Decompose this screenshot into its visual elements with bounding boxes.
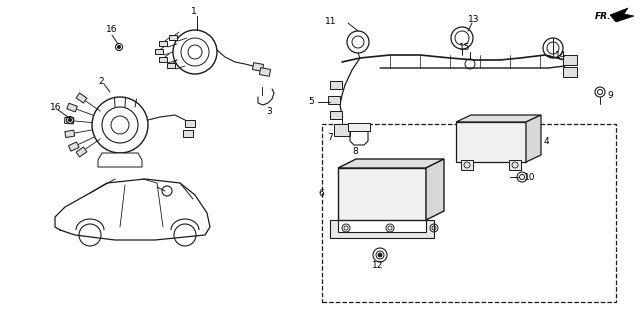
Polygon shape xyxy=(426,159,444,220)
Text: 10: 10 xyxy=(524,172,536,181)
Polygon shape xyxy=(67,103,77,112)
Bar xyxy=(348,123,370,131)
Text: 4: 4 xyxy=(544,138,550,147)
Polygon shape xyxy=(610,8,634,22)
Polygon shape xyxy=(185,119,195,126)
Polygon shape xyxy=(167,63,175,68)
Bar xyxy=(338,168,426,220)
Polygon shape xyxy=(65,117,74,124)
Polygon shape xyxy=(330,111,342,119)
Circle shape xyxy=(378,253,382,257)
Polygon shape xyxy=(330,81,342,89)
Text: 14: 14 xyxy=(555,51,566,60)
Polygon shape xyxy=(169,34,177,39)
Polygon shape xyxy=(328,96,340,104)
Polygon shape xyxy=(456,115,541,122)
Bar xyxy=(461,160,473,170)
Text: 3: 3 xyxy=(266,107,272,116)
Text: 7: 7 xyxy=(327,134,333,143)
Polygon shape xyxy=(526,115,541,162)
Polygon shape xyxy=(155,48,163,54)
Polygon shape xyxy=(563,67,577,77)
Polygon shape xyxy=(259,68,271,76)
Text: 8: 8 xyxy=(352,148,358,157)
Text: 15: 15 xyxy=(460,43,471,52)
Text: 5: 5 xyxy=(308,98,314,107)
Text: FR.: FR. xyxy=(595,12,611,21)
Polygon shape xyxy=(338,159,444,168)
Text: 9: 9 xyxy=(607,91,612,100)
Polygon shape xyxy=(252,63,264,71)
Polygon shape xyxy=(68,142,79,151)
Text: 11: 11 xyxy=(325,17,337,26)
Circle shape xyxy=(68,118,72,122)
Bar xyxy=(322,124,616,302)
Polygon shape xyxy=(159,41,167,46)
Circle shape xyxy=(118,46,120,48)
Polygon shape xyxy=(563,55,577,65)
Polygon shape xyxy=(76,93,87,103)
Polygon shape xyxy=(65,130,75,138)
Bar xyxy=(509,160,521,170)
Polygon shape xyxy=(334,124,350,136)
Polygon shape xyxy=(76,147,87,157)
Text: 6: 6 xyxy=(318,189,324,198)
Text: 2: 2 xyxy=(98,78,104,86)
Text: 16: 16 xyxy=(50,104,61,113)
Text: 16: 16 xyxy=(106,25,118,34)
Text: 1: 1 xyxy=(191,7,197,16)
Polygon shape xyxy=(183,130,193,136)
Polygon shape xyxy=(98,153,142,167)
Polygon shape xyxy=(159,56,167,61)
Text: 12: 12 xyxy=(372,262,384,271)
Text: 13: 13 xyxy=(468,16,479,24)
Bar xyxy=(456,122,526,162)
Polygon shape xyxy=(330,220,434,238)
